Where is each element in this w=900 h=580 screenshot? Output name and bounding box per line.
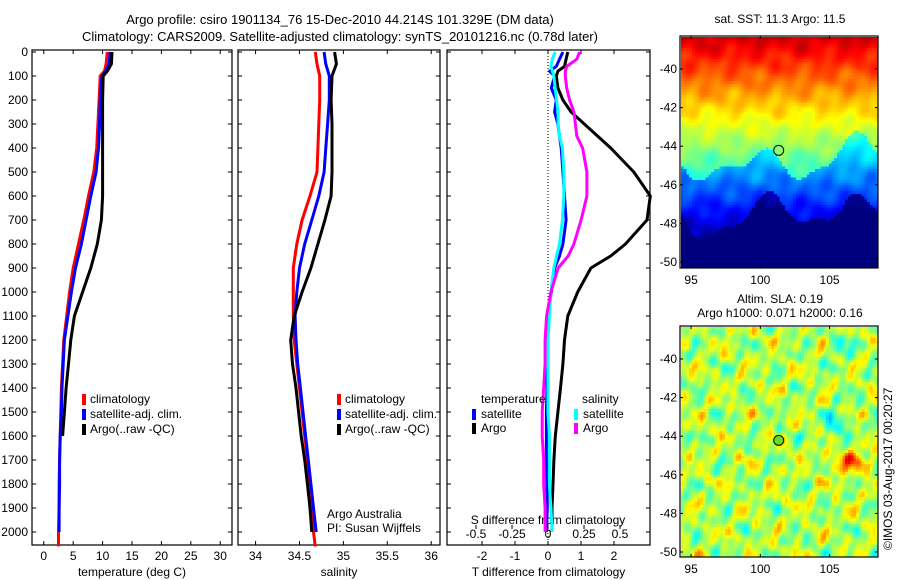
y-tick-label: 1000 (1, 285, 28, 299)
y-tick-label: 2000 (1, 525, 28, 539)
legend-swatch (337, 409, 341, 420)
x-tick-label: 5 (70, 549, 77, 563)
y-tick-label: 900 (8, 261, 28, 275)
x-tick-label: 35 (337, 549, 351, 563)
series-line-salinity-argo (540, 51, 589, 532)
figure-title-line2: Climatology: CARS2009. Satellite-adjuste… (82, 29, 598, 44)
y-tick-label: 1200 (1, 333, 28, 347)
y-tick-label: 0 (21, 45, 28, 59)
y-tick-label: 1800 (1, 477, 28, 491)
series-line-temperature-argo (550, 51, 652, 532)
x2-tick-label: 0 (545, 527, 552, 541)
legend-label: Argo(..raw -QC) (345, 422, 430, 436)
legend-label: climatology (90, 392, 150, 406)
y-tick-label: 1100 (2, 309, 28, 323)
series-line-satellite-adj-clim- (57, 51, 112, 532)
x-tick-label: 34.5 (288, 549, 312, 563)
x-axis-label: salinity (321, 565, 358, 579)
legend-swatch (82, 394, 86, 405)
x-tick-label: 1 (578, 549, 585, 563)
y-tick-label: 1900 (1, 501, 28, 515)
x2-tick-label: 0.25 (572, 527, 596, 541)
y-tick-label: 1500 (1, 405, 28, 419)
sst-map-title: sat. SST: 11.3 Argo: 11.5 (714, 12, 846, 26)
legend-label: satellite (481, 407, 522, 421)
x-tick-label: 36 (425, 549, 439, 563)
legend-label: climatology (345, 392, 405, 406)
legend-label: Argo (481, 421, 507, 435)
y-tick-label: 1300 (1, 357, 28, 371)
sla-map-title-line1: Altim. SLA: 0.19 (736, 292, 824, 306)
figure-title-line1: Argo profile: csiro 1901134_76 15-Dec-20… (126, 12, 554, 27)
panel-frame-2 (237, 49, 441, 546)
x-tick-label: 0 (40, 549, 47, 563)
y-tick-label: 1400 (1, 381, 28, 395)
copyright-footer: ©IMOS 03-Aug-2017 00:20:27 (881, 387, 895, 550)
legend-swatch (82, 424, 86, 435)
x-tick-label: 15 (125, 549, 139, 563)
legend-label: satellite-adj. clim. (345, 407, 437, 421)
y-tick-label: 700 (8, 213, 28, 227)
y-tick-label: 300 (8, 117, 28, 131)
x-axis-label: temperature (deg C) (78, 565, 186, 579)
legend-label: Argo(..raw -QC) (90, 422, 175, 436)
legend-swatch (472, 409, 476, 420)
panel-frame-1 (31, 49, 233, 546)
series-line-argo-raw-qc- (289, 51, 338, 533)
y-tick-label: 600 (8, 189, 28, 203)
legend-swatch (337, 424, 341, 435)
series-line-argo-raw-qc- (61, 51, 114, 437)
legend-group-title: temperature (481, 392, 546, 406)
x-axis-label: T difference from climatology (472, 565, 626, 579)
x-tick-label: 35.5 (376, 549, 400, 563)
x-tick-label: 2 (611, 549, 618, 563)
legend-group-title: salinity (582, 392, 619, 406)
x-tick-label: 34 (249, 549, 263, 563)
x-tick-label: 25 (184, 549, 198, 563)
legend-label: satellite (583, 407, 624, 421)
x2-tick-label: -0.5 (466, 527, 487, 541)
x2-tick-label: -0.25 (498, 527, 526, 541)
y-tick-label: 200 (8, 93, 28, 107)
annotation-line2: PI: Susan Wijffels (327, 521, 421, 535)
legend-swatch (574, 423, 578, 434)
x-tick-label: -1 (510, 549, 521, 563)
x-tick-label: -2 (477, 549, 488, 563)
annotation-line1: Argo Australia (327, 507, 402, 521)
x-tick-label: 20 (155, 549, 169, 563)
legend-swatch (472, 423, 476, 434)
legend-swatch (82, 409, 86, 420)
series-line-satellite-adj-clim- (293, 51, 331, 533)
y-tick-label: 1600 (1, 429, 28, 443)
y-tick-label: 400 (8, 141, 28, 155)
legend-swatch (337, 394, 341, 405)
sst-map-image (681, 37, 878, 268)
legend-label: satellite-adj. clim. (90, 407, 182, 421)
x-tick-label: 0 (545, 549, 552, 563)
y-tick-label: 1700 (1, 453, 28, 467)
sla-map-title-line2: Argo h1000: 0.071 h2000: 0.16 (697, 306, 863, 320)
series-line-temperature-satellite (544, 51, 568, 533)
y-tick-label: 500 (8, 165, 28, 179)
sla-map-image (681, 327, 878, 557)
x-tick-label: 30 (214, 549, 228, 563)
legend-label: Argo (583, 421, 609, 435)
y-tick-label: 100 (8, 69, 28, 83)
x-tick-label: 10 (96, 549, 110, 563)
x2-tick-label: 0.5 (612, 527, 629, 541)
y-tick-label: 800 (8, 237, 28, 251)
legend-swatch (574, 409, 578, 420)
series-line-salinity-satellite (546, 51, 566, 533)
